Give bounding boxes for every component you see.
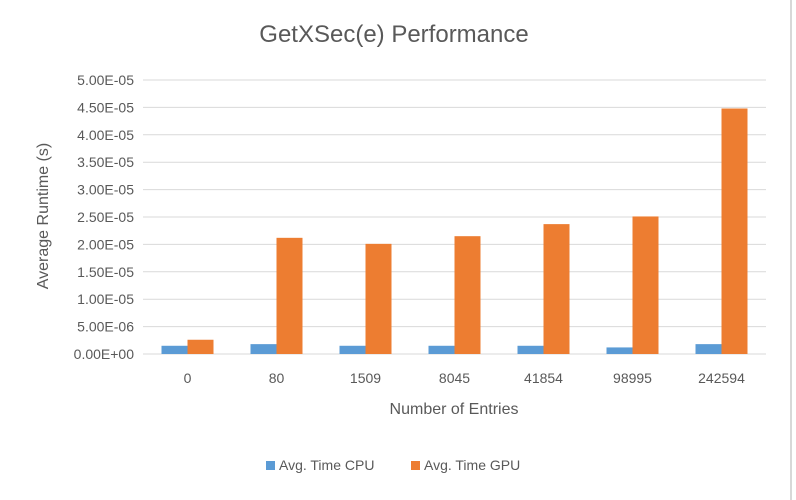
x-tick-label: 41854 [524, 370, 563, 386]
bar-cpu-1509 [339, 345, 366, 354]
y-tick-label: 5.00E-05 [77, 72, 134, 88]
bar-gpu-242594 [721, 108, 748, 354]
x-axis-ticks: 0 80 1509 8045 41854 98995 242594 [184, 370, 745, 386]
y-tick-label: 2.50E-05 [77, 209, 134, 225]
bar-gpu-0 [187, 339, 214, 354]
chart-title: GetXSec(e) Performance [259, 21, 528, 48]
y-tick-label: 4.00E-05 [77, 127, 134, 143]
y-tick-label: 0.00E+00 [74, 346, 135, 362]
bar-gpu-98995 [632, 216, 659, 354]
bar-gpu-41854 [543, 224, 570, 354]
x-tick-label: 242594 [698, 370, 745, 386]
y-tick-label: 4.50E-05 [77, 99, 134, 115]
bar-cpu-242594 [695, 344, 722, 354]
legend-swatch [411, 461, 420, 470]
y-axis-ticks: 0.00E+00 5.00E-06 1.00E-05 1.50E-05 2.00E-05… [74, 72, 135, 362]
bar-cpu-41854 [517, 345, 544, 354]
y-tick-label: 2.00E-05 [77, 236, 134, 252]
x-tick-label: 0 [184, 370, 192, 386]
legend-label: Avg. Time GPU [424, 457, 520, 473]
y-axis-label: Average Runtime (s) [35, 143, 52, 289]
bar-cpu-80 [250, 344, 277, 354]
y-tick-label: 1.00E-05 [77, 291, 134, 307]
bar-gpu-80 [276, 237, 303, 354]
bar-cpu-8045 [428, 345, 455, 354]
bar-gpu-8045 [454, 236, 481, 354]
x-tick-label: 1509 [350, 370, 381, 386]
legend-swatch [266, 461, 275, 470]
y-tick-label: 3.00E-05 [77, 182, 134, 198]
x-tick-label: 8045 [439, 370, 470, 386]
legend-label: Avg. Time CPU [279, 457, 374, 473]
bar-gpu-1509 [365, 243, 392, 354]
y-tick-label: 3.50E-05 [77, 154, 134, 170]
bar-cpu-0 [161, 345, 188, 354]
x-tick-label: 80 [269, 370, 285, 386]
bar-cpu-98995 [606, 347, 633, 354]
bars [161, 108, 748, 354]
x-tick-label: 98995 [613, 370, 652, 386]
y-tick-label: 5.00E-06 [77, 319, 134, 335]
legend: Avg. Time CPU Avg. Time GPU [266, 457, 520, 473]
x-axis-label: Number of Entries [390, 401, 519, 418]
y-tick-label: 1.50E-05 [77, 264, 134, 280]
